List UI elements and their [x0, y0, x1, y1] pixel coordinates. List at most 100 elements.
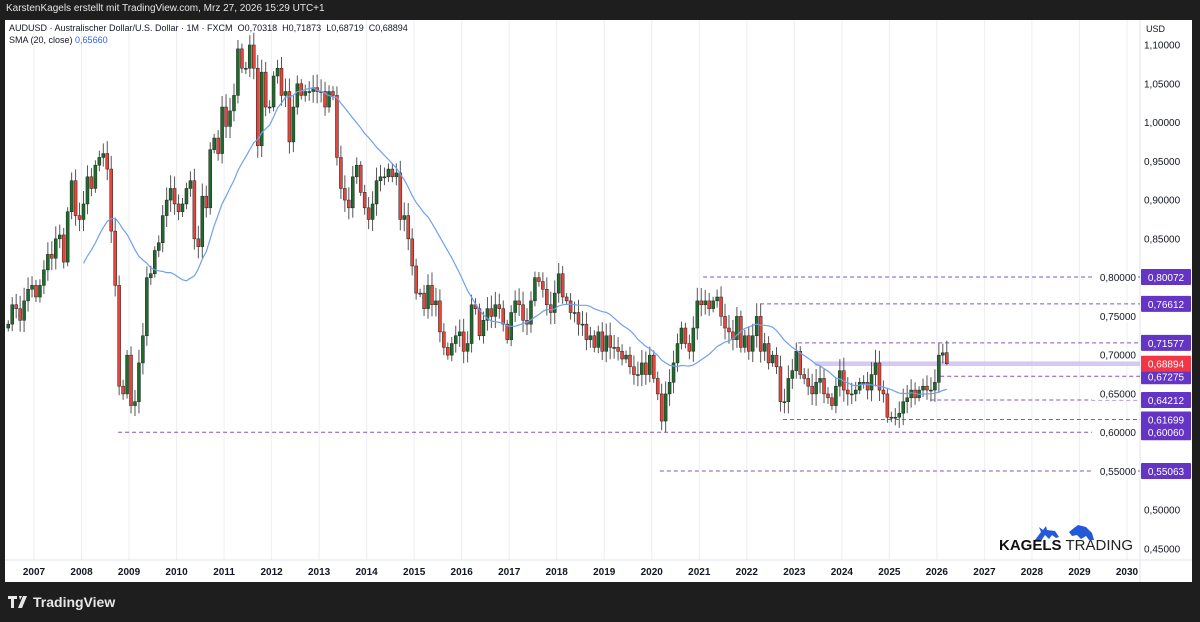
candle[interactable] [93, 164, 98, 189]
candle[interactable] [707, 300, 711, 309]
candle[interactable] [434, 300, 438, 306]
candle[interactable] [374, 180, 379, 205]
candle[interactable] [937, 354, 941, 383]
candle[interactable] [418, 292, 422, 295]
candle[interactable] [592, 335, 597, 348]
candle[interactable] [370, 203, 375, 220]
candle[interactable] [255, 68, 260, 147]
candle[interactable] [869, 374, 874, 391]
candle[interactable] [303, 91, 308, 96]
candle[interactable] [636, 374, 640, 376]
candle[interactable] [358, 164, 363, 193]
candle[interactable] [224, 106, 228, 127]
candle[interactable] [529, 300, 533, 325]
candle[interactable] [200, 195, 205, 247]
candle[interactable] [545, 289, 549, 306]
candle[interactable] [54, 238, 58, 259]
candle[interactable] [176, 203, 181, 212]
candle[interactable] [398, 172, 403, 220]
candle[interactable] [204, 195, 209, 209]
candle[interactable] [426, 285, 430, 309]
candle[interactable] [77, 215, 82, 220]
candle[interactable] [299, 83, 304, 96]
candle[interactable] [826, 393, 830, 399]
candle[interactable] [897, 413, 902, 418]
candle[interactable] [905, 397, 909, 402]
candle[interactable] [877, 362, 882, 391]
candle[interactable] [73, 180, 78, 216]
candle[interactable] [61, 234, 66, 263]
candle[interactable] [180, 203, 185, 212]
candle[interactable] [69, 180, 74, 212]
candle[interactable] [663, 393, 668, 422]
candle[interactable] [651, 354, 656, 379]
candle[interactable] [873, 362, 878, 375]
candle[interactable] [442, 331, 446, 348]
price-zone-band[interactable] [814, 361, 1140, 367]
candle[interactable] [853, 389, 858, 395]
candle[interactable] [893, 416, 898, 419]
candle[interactable] [572, 312, 577, 314]
candle[interactable] [766, 343, 771, 364]
candle[interactable] [921, 385, 925, 391]
candle[interactable] [465, 343, 470, 352]
candle[interactable] [414, 265, 418, 294]
candle[interactable] [659, 393, 664, 422]
candle[interactable] [794, 351, 799, 371]
candle[interactable] [335, 95, 339, 158]
candle[interactable] [588, 335, 593, 340]
candle[interactable] [461, 331, 466, 352]
candle[interactable] [818, 378, 822, 383]
candle[interactable] [552, 292, 557, 313]
candle[interactable] [513, 300, 517, 313]
candle[interactable] [580, 323, 585, 326]
candle[interactable] [46, 254, 50, 271]
candle[interactable] [101, 153, 106, 158]
candle[interactable] [196, 238, 201, 247]
candle[interactable] [549, 304, 553, 313]
candle[interactable] [453, 335, 458, 344]
candle[interactable] [133, 401, 137, 406]
candle[interactable] [351, 176, 355, 209]
candle[interactable] [735, 316, 739, 340]
candle[interactable] [667, 382, 672, 395]
candle[interactable] [366, 207, 371, 220]
candle[interactable] [295, 83, 300, 108]
candle[interactable] [703, 300, 707, 306]
candle[interactable] [85, 176, 90, 205]
candle[interactable] [695, 300, 700, 329]
candle[interactable] [556, 273, 561, 294]
candle[interactable] [941, 352, 945, 356]
candle[interactable] [671, 362, 676, 383]
candle[interactable] [394, 172, 399, 178]
candle[interactable] [220, 106, 224, 154]
candle[interactable] [786, 378, 791, 402]
tradingview-brand[interactable]: TradingView [8, 594, 115, 610]
candle[interactable] [711, 300, 715, 309]
candle[interactable] [307, 91, 311, 93]
candle[interactable] [620, 351, 624, 360]
candle[interactable] [117, 285, 121, 387]
candle[interactable] [271, 75, 276, 108]
candle[interactable] [881, 389, 886, 395]
candle[interactable] [378, 176, 383, 181]
candle[interactable] [632, 366, 636, 375]
candle[interactable] [822, 378, 826, 395]
candle[interactable] [584, 323, 589, 340]
candle[interactable] [172, 188, 177, 205]
candle[interactable] [216, 137, 220, 154]
candle[interactable] [576, 312, 581, 325]
candle[interactable] [517, 300, 521, 306]
candle[interactable] [750, 335, 755, 352]
candle[interactable] [802, 374, 806, 379]
candle[interactable] [406, 215, 410, 240]
price-chart[interactable]: 2007 2008 2009 2010 2011 2012 2013 2014 2015 2016… [5, 20, 1192, 582]
candle[interactable] [438, 300, 442, 333]
candle[interactable] [885, 393, 890, 418]
candle[interactable] [141, 335, 145, 364]
candle[interactable] [457, 331, 462, 337]
candle[interactable] [275, 68, 280, 77]
candle[interactable] [149, 273, 153, 278]
candle[interactable] [505, 323, 509, 340]
candle[interactable] [164, 199, 169, 216]
